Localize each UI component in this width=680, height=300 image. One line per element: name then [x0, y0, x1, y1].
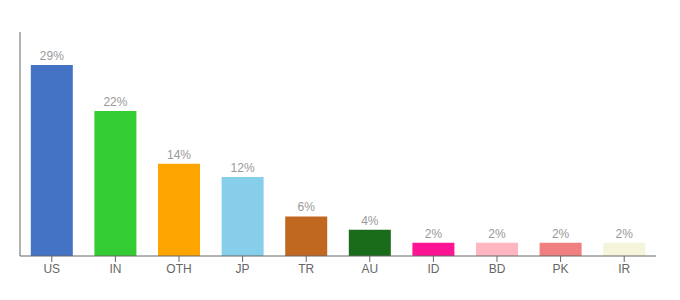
svg-text:2%: 2%	[552, 227, 570, 241]
svg-text:2%: 2%	[425, 227, 443, 241]
svg-text:2%: 2%	[616, 227, 634, 241]
svg-text:OTH: OTH	[166, 262, 191, 276]
svg-text:22%: 22%	[103, 95, 127, 109]
svg-text:JP: JP	[236, 262, 250, 276]
svg-text:2%: 2%	[488, 227, 506, 241]
svg-text:4%: 4%	[361, 214, 379, 228]
svg-text:BD: BD	[489, 262, 506, 276]
svg-text:14%: 14%	[167, 148, 191, 162]
svg-text:12%: 12%	[231, 161, 255, 175]
svg-text:PK: PK	[553, 262, 569, 276]
svg-text:IN: IN	[109, 262, 121, 276]
svg-text:29%: 29%	[40, 49, 64, 63]
svg-text:US: US	[43, 262, 60, 276]
svg-text:IR: IR	[618, 262, 630, 276]
svg-text:AU: AU	[361, 262, 378, 276]
svg-text:ID: ID	[427, 262, 439, 276]
svg-text:TR: TR	[298, 262, 314, 276]
svg-text:6%: 6%	[298, 200, 316, 214]
